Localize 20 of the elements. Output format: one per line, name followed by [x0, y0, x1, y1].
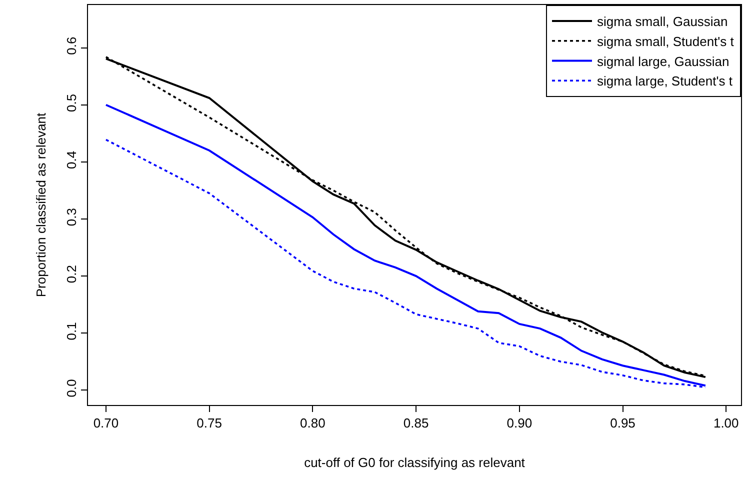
x-tick-label: 0.90 [506, 416, 532, 431]
x-axis-title: cut-off of G0 for classifying as relevant [304, 455, 526, 470]
x-tick-label: 0.70 [93, 416, 119, 431]
x-tick-label: 0.80 [300, 416, 326, 431]
y-tick-label: 0.6 [64, 36, 79, 55]
legend-label: sigma large, Student's t [597, 74, 733, 89]
y-tick-label: 0.2 [64, 265, 79, 284]
y-axis-title: Proportion classified as relevant [34, 112, 49, 298]
y-tick-label: 0.0 [64, 379, 79, 398]
x-tick-label: 0.95 [610, 416, 636, 431]
legend-label: sigma small, Student's t [597, 34, 734, 49]
x-tick-label: 0.85 [403, 416, 429, 431]
y-tick-label: 0.4 [64, 150, 79, 170]
y-tick-label: 0.1 [64, 322, 79, 340]
legend-label: sigma small, Gaussian [597, 14, 728, 30]
y-tick-label: 0.3 [64, 208, 79, 226]
x-tick-label: 1.00 [713, 416, 739, 431]
legend-label: sigmal large, Gaussian [597, 54, 730, 69]
x-tick-label: 0.75 [196, 416, 222, 431]
y-tick-label: 0.5 [64, 94, 79, 112]
